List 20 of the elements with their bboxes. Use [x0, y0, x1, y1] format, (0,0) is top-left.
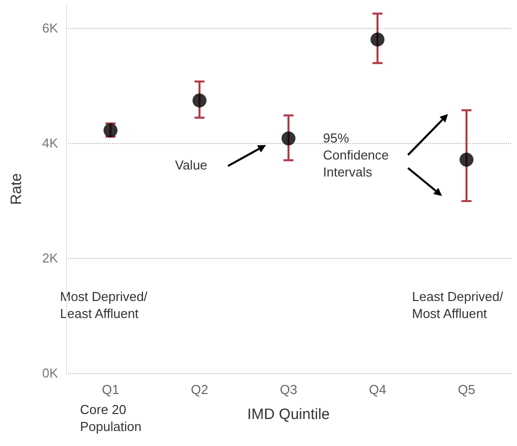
- annotation: Most Deprived/ Least Affluent: [60, 289, 148, 321]
- x-axis-title: IMD Quintile: [247, 406, 330, 423]
- x-tick-label: Q4: [368, 382, 386, 397]
- point: [282, 131, 296, 146]
- point: [460, 152, 474, 167]
- annotation: Value: [175, 158, 208, 172]
- annotation: 95% Confidence Intervals: [323, 130, 389, 180]
- y-tick-label: 6K: [42, 20, 58, 36]
- x-tick-label: Q5: [458, 382, 476, 397]
- annotation: Least Deprived/ Most Affluent: [412, 289, 504, 321]
- point: [192, 93, 206, 108]
- x-tick-label: Q2: [190, 382, 208, 397]
- point: [370, 32, 384, 46]
- y-axis-title: Rate: [8, 173, 25, 205]
- text: Core 20 Population: [80, 402, 142, 434]
- y-tick-label: 2K: [42, 250, 58, 266]
- x-tick-label: Q1: [102, 382, 120, 397]
- y-tick-label: 4K: [42, 136, 58, 150]
- y-tick-label: 0K: [42, 366, 58, 380]
- x-tick-label: Q3: [280, 382, 298, 397]
